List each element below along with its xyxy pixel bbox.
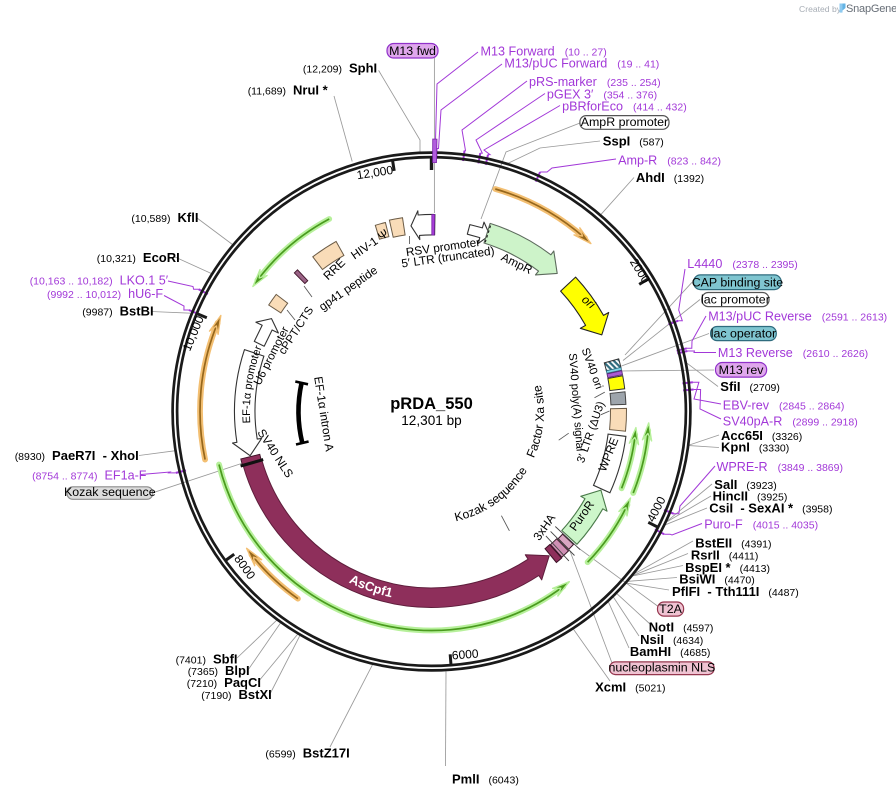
svg-text:6000: 6000 <box>451 646 479 662</box>
svg-text:SnapGene: SnapGene <box>846 3 896 15</box>
svg-text:CsiI - SexAI *(3958): CsiI - SexAI *(3958) <box>709 501 832 516</box>
svg-text:(10,589)KflI: (10,589)KflI <box>131 210 198 225</box>
svg-text:BamHI(4685): BamHI(4685) <box>630 644 711 659</box>
svg-text:M13/pUC Forward(19 .. 41): M13/pUC Forward(19 .. 41) <box>504 57 659 71</box>
svg-text:(10,163 .. 10,182)LKO.1 5′: (10,163 .. 10,182)LKO.1 5′ <box>30 273 169 287</box>
svg-text:EBV-rev(2845 .. 2864): EBV-rev(2845 .. 2864) <box>723 399 845 413</box>
svg-text:lac operator: lac operator <box>711 326 776 340</box>
svg-text:AmpR promoter: AmpR promoter <box>581 115 668 129</box>
svg-text:lac promoter: lac promoter <box>701 292 770 306</box>
svg-text:T2A: T2A <box>659 602 682 616</box>
svg-text:M13/pUC Reverse(2591 .. 2613): M13/pUC Reverse(2591 .. 2613) <box>708 310 887 324</box>
svg-text:WPRE-R(3849 .. 3869): WPRE-R(3849 .. 3869) <box>717 460 843 474</box>
svg-text:pRDA_550: pRDA_550 <box>390 395 473 413</box>
svg-text:CAP binding site: CAP binding site <box>692 275 783 289</box>
svg-text:M13 rev: M13 rev <box>719 363 765 377</box>
svg-text:L4440(2378 .. 2395): L4440(2378 .. 2395) <box>687 257 797 271</box>
svg-text:Kozak sequence: Kozak sequence <box>64 485 156 499</box>
svg-text:(8754 .. 8774)EF1a-F: (8754 .. 8774)EF1a-F <box>32 468 147 482</box>
svg-text:nucleoplasmin NLS: nucleoplasmin NLS <box>608 660 715 674</box>
svg-text:SfiI(2709): SfiI(2709) <box>720 379 780 394</box>
svg-text:(6599)BstZ17I: (6599)BstZ17I <box>265 746 349 761</box>
svg-text:(8930)PaeR7I - XhoI: (8930)PaeR7I - XhoI <box>15 448 139 463</box>
svg-text:12,301 bp: 12,301 bp <box>401 413 461 428</box>
svg-text:Puro-F(4015 .. 4035): Puro-F(4015 .. 4035) <box>704 517 818 531</box>
svg-text:Amp-R(823 .. 842): Amp-R(823 .. 842) <box>618 153 721 167</box>
svg-text:(9992 .. 10,012)hU6-F: (9992 .. 10,012)hU6-F <box>47 287 163 301</box>
svg-text:PflFI - Tth111I(4487): PflFI - Tth111I(4487) <box>672 584 799 599</box>
svg-text:M13 fwd: M13 fwd <box>389 44 436 58</box>
svg-text:Created by: Created by <box>799 4 842 14</box>
svg-text:(12,209)SphI: (12,209)SphI <box>303 61 377 76</box>
